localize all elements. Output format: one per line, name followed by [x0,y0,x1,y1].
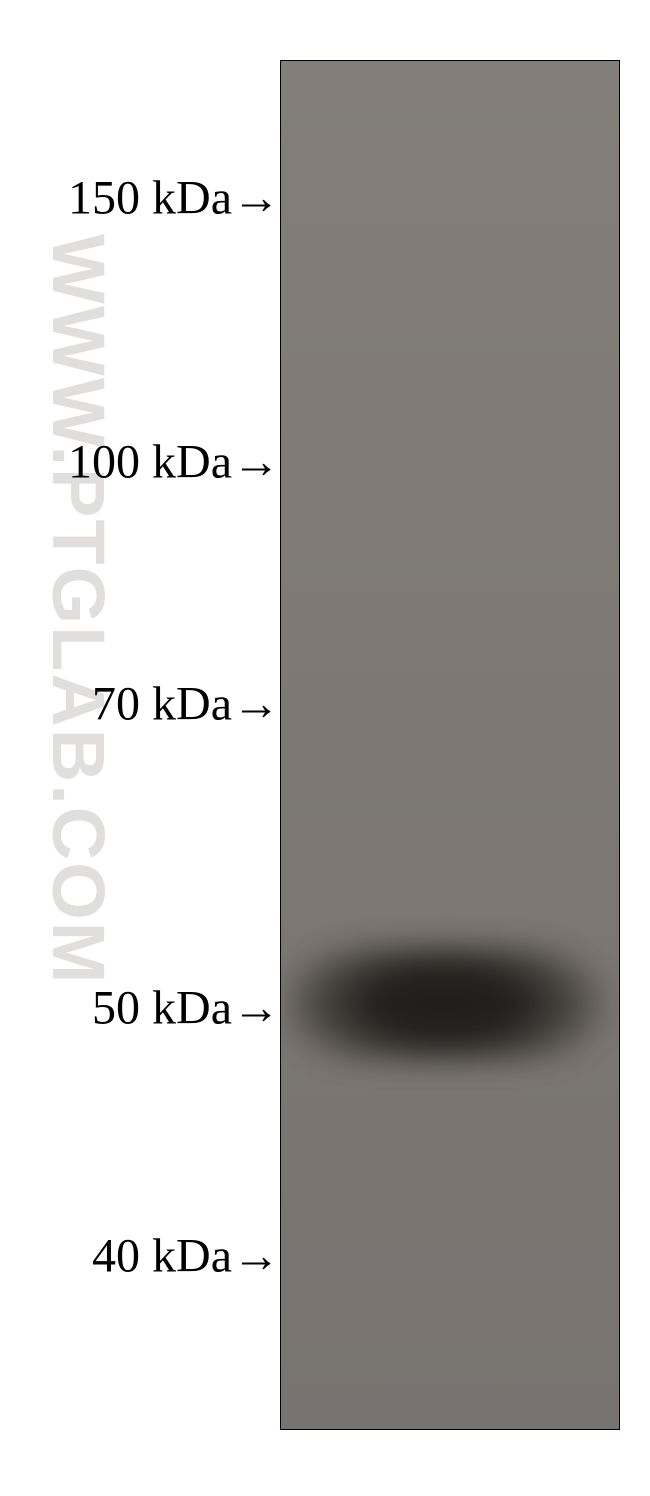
marker-70kda: 70 kDa→ [92,677,280,732]
lane-background [281,61,619,1429]
marker-100kda: 100 kDa→ [68,435,280,490]
marker-150kda: 150 kDa→ [68,171,280,226]
blot-lane [280,60,620,1430]
marker-50kda: 50 kDa→ [92,981,280,1036]
protein-band-50kda [286,946,604,1061]
marker-labels-column: 150 kDa→ 100 kDa→ 70 kDa→ 50 kDa→ 40 kDa… [10,60,280,1430]
western-blot-figure: WWW.PTGLAB.COM 150 kDa→ 100 kDa→ 70 kDa→… [10,60,630,1430]
marker-40kda: 40 kDa→ [92,1229,280,1284]
